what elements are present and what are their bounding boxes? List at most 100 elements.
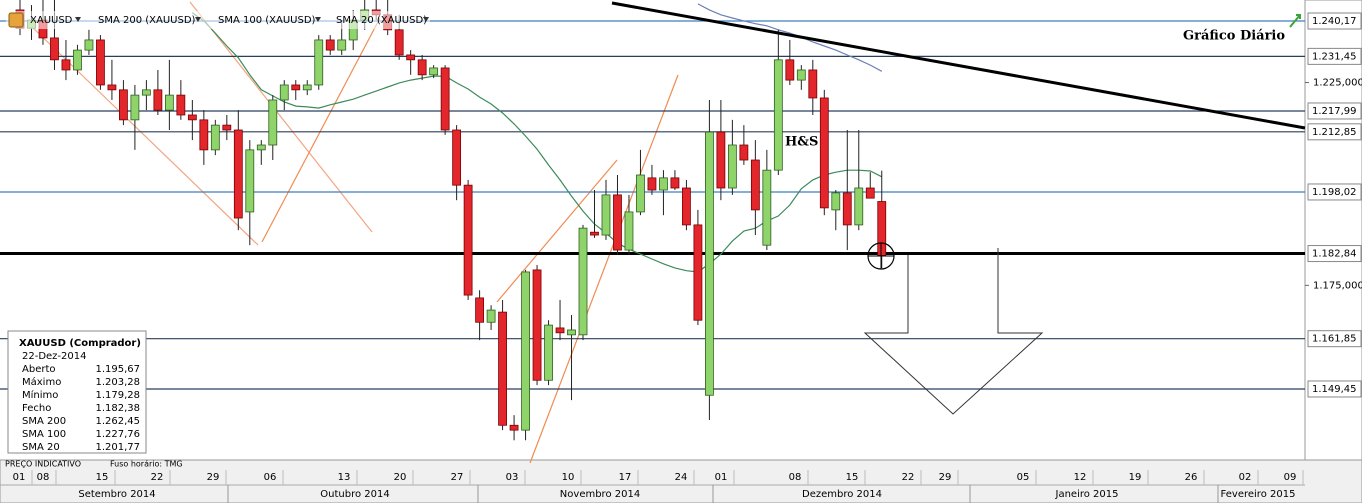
info-value: 1.201,77 xyxy=(95,442,140,453)
info-label: Fecho xyxy=(22,403,51,414)
candle-body xyxy=(417,59,427,76)
candle-body xyxy=(831,192,841,211)
time-axis xyxy=(0,459,1362,503)
day-label: 05 xyxy=(1017,472,1030,483)
candle-body xyxy=(429,67,439,76)
info-label: SMA 100 xyxy=(22,429,66,440)
candle-body xyxy=(176,94,186,116)
info-label: SMA 20 xyxy=(22,442,60,453)
info-value: 1.179,28 xyxy=(95,390,140,401)
legend-bg xyxy=(6,11,430,29)
day-label: 15 xyxy=(96,472,109,483)
level-label: 1.198,02 xyxy=(1312,187,1357,198)
candle-body xyxy=(475,297,485,323)
candle-body xyxy=(544,324,553,381)
day-label: 20 xyxy=(394,472,407,483)
level-label-box xyxy=(1307,47,1362,65)
day-label: 22 xyxy=(151,472,164,483)
legend-dropdown[interactable] xyxy=(315,17,321,22)
candle-body xyxy=(61,59,71,71)
candle-body xyxy=(119,89,128,121)
day-label: 02 xyxy=(1239,472,1252,483)
candle-body xyxy=(73,49,82,71)
candle-body xyxy=(613,194,622,251)
footer-text: PREÇO INDICATIVO xyxy=(5,460,81,469)
candle-body xyxy=(130,94,140,121)
day-label: 06 xyxy=(264,472,277,483)
day-label: 27 xyxy=(451,472,464,483)
month-label: Fevereiro 2015 xyxy=(1221,489,1296,500)
day-label: 08 xyxy=(789,472,802,483)
legend: XAUUSD SMA 200 (XAUUSD) SMA 100 (XAUUSD) S… xyxy=(6,11,430,29)
trend-channel xyxy=(496,159,618,303)
candle-body xyxy=(773,59,783,171)
trend-channel xyxy=(529,74,679,464)
candle-body xyxy=(727,144,737,189)
candle-body xyxy=(256,144,266,151)
info-value: 1.195,67 xyxy=(95,364,140,375)
candle-body xyxy=(693,224,703,321)
day-label: 01 xyxy=(13,472,26,483)
candle-body xyxy=(199,119,209,151)
candle-body xyxy=(601,194,611,236)
info-value: 1.203,28 xyxy=(95,377,140,388)
resistance-trendline xyxy=(611,1,1306,130)
y-tick-label: 1.175,000 xyxy=(1313,280,1362,291)
candle-body xyxy=(153,89,163,111)
legend-entry[interactable]: SMA 100 (XAUUSD) xyxy=(218,15,316,26)
level-label-box xyxy=(1307,183,1362,201)
candle-body xyxy=(877,201,887,256)
candle-body xyxy=(750,159,760,211)
symbol-icon[interactable] xyxy=(8,12,24,28)
day-label: 15 xyxy=(846,472,859,483)
candle-body xyxy=(452,129,462,186)
legend-dropdown[interactable] xyxy=(75,17,81,22)
candle-body xyxy=(785,59,795,81)
legend-entry[interactable]: SMA 200 (XAUUSD) xyxy=(98,15,196,26)
footer-text: Fuso horário: TMG xyxy=(110,460,183,469)
candle-body xyxy=(486,309,496,323)
day-label: 12 xyxy=(1074,472,1087,483)
info-bg xyxy=(7,330,147,454)
level-label-box xyxy=(1307,102,1362,120)
candle-body xyxy=(865,187,875,199)
symbol[interactable]: XAUUSD xyxy=(30,15,73,26)
level-label: 1.231,45 xyxy=(1312,51,1357,62)
candle-body xyxy=(337,39,347,51)
day-label: 08 xyxy=(37,472,50,483)
candle-body xyxy=(578,227,588,336)
info-value: 1.182,38 xyxy=(95,403,140,414)
level-label: 1.161,85 xyxy=(1312,334,1357,345)
legend-dropdown[interactable] xyxy=(423,17,429,22)
annotation: H&S xyxy=(785,135,818,150)
candle-body xyxy=(532,269,542,381)
candles xyxy=(15,0,887,441)
candle-body xyxy=(302,84,312,91)
month-label: Outubro 2014 xyxy=(320,489,389,500)
day-label: 01 xyxy=(715,472,728,483)
candle-body xyxy=(245,149,255,213)
candle-body xyxy=(187,114,197,121)
level-label: 1.212,85 xyxy=(1312,127,1357,138)
candle-body xyxy=(210,124,220,151)
candle-body xyxy=(636,174,645,213)
candle-body xyxy=(50,37,59,61)
candle-body xyxy=(222,124,232,131)
day-label: 03 xyxy=(506,472,519,483)
candle-body xyxy=(164,94,174,111)
candle-body xyxy=(107,84,117,91)
day-label: 29 xyxy=(939,472,952,483)
legend-dropdown[interactable] xyxy=(195,17,201,22)
candle-body xyxy=(624,211,634,251)
legend-entry[interactable]: SMA 20 (XAUUSD) xyxy=(336,15,427,26)
candle-body xyxy=(291,84,301,91)
candle-body xyxy=(440,67,450,131)
target-arrow xyxy=(863,248,1044,415)
candle-body xyxy=(682,187,691,226)
candle-body xyxy=(394,29,404,56)
level-label-box xyxy=(1307,330,1362,348)
candle-body xyxy=(233,129,243,219)
info-value: 1.227,76 xyxy=(95,429,140,440)
